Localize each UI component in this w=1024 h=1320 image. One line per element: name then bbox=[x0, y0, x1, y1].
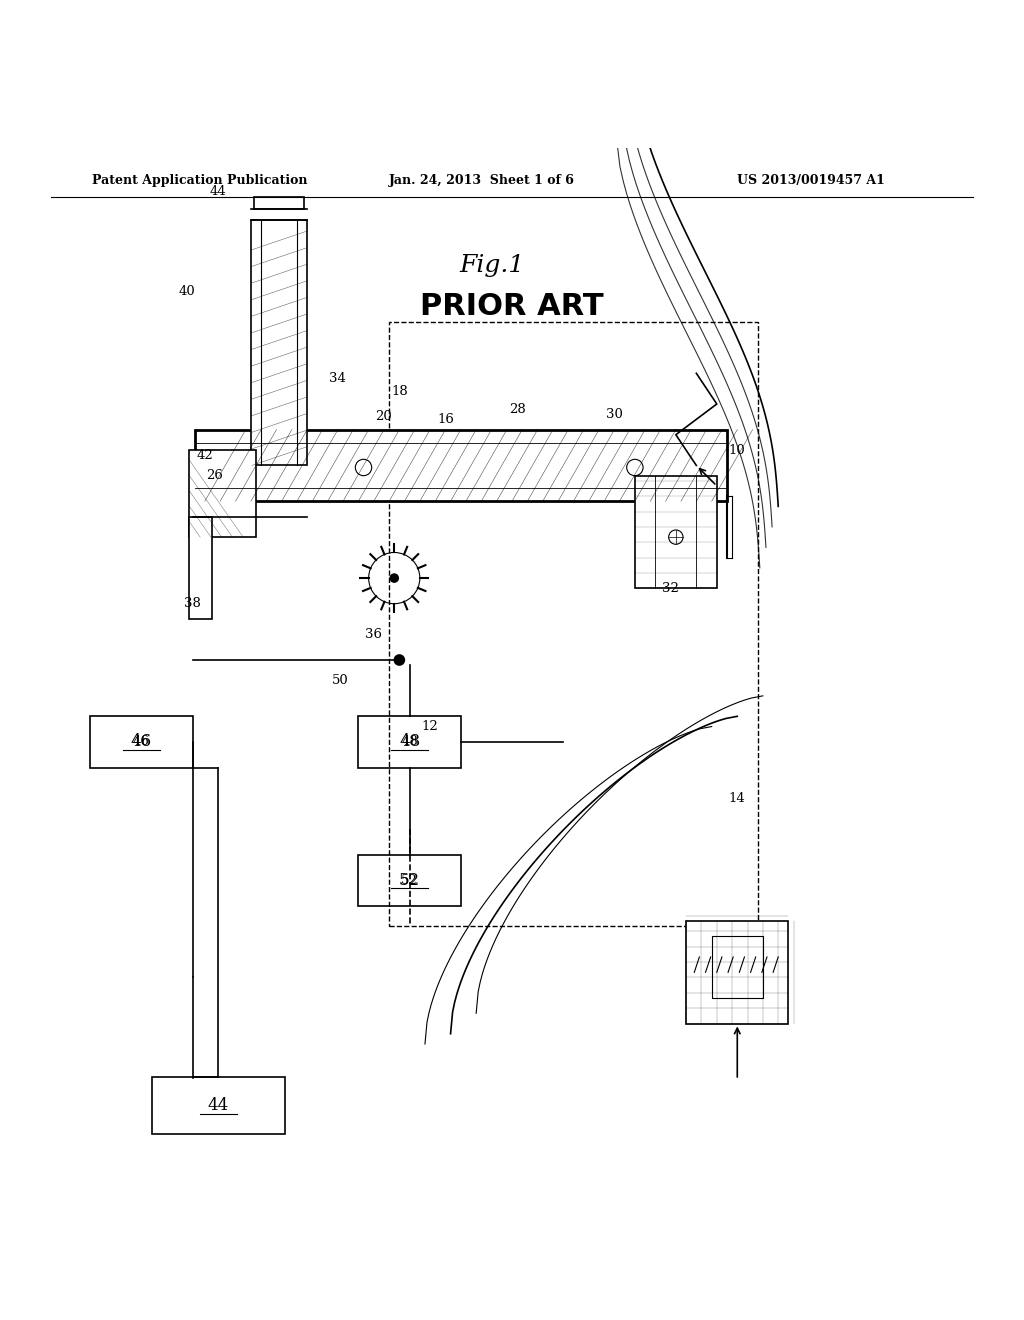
Text: 36: 36 bbox=[366, 628, 382, 642]
Text: 42: 42 bbox=[197, 449, 213, 462]
Circle shape bbox=[394, 655, 404, 665]
Bar bbox=[635, 475, 717, 589]
Text: Fig.1: Fig.1 bbox=[459, 255, 524, 277]
Text: 14: 14 bbox=[729, 792, 745, 805]
Bar bbox=[251, 219, 307, 466]
Text: 20: 20 bbox=[376, 409, 392, 422]
Bar bbox=[358, 717, 461, 767]
Text: Patent Application Publication: Patent Application Publication bbox=[92, 174, 307, 187]
Text: 46: 46 bbox=[131, 734, 152, 750]
Bar bbox=[254, 197, 304, 210]
Bar bbox=[152, 1077, 285, 1134]
Bar bbox=[195, 429, 727, 502]
Text: 34: 34 bbox=[330, 372, 346, 385]
Bar bbox=[712, 936, 763, 998]
Text: 44: 44 bbox=[210, 185, 226, 198]
Text: 50: 50 bbox=[332, 675, 348, 686]
Text: 52: 52 bbox=[401, 874, 418, 887]
Text: 52: 52 bbox=[399, 871, 420, 888]
Text: 48: 48 bbox=[399, 734, 420, 750]
Text: 48: 48 bbox=[401, 735, 418, 748]
Text: 40: 40 bbox=[179, 285, 196, 298]
Bar bbox=[389, 322, 758, 927]
Text: 28: 28 bbox=[509, 403, 525, 416]
Bar bbox=[686, 921, 788, 1023]
Text: 30: 30 bbox=[606, 408, 623, 421]
Text: 44: 44 bbox=[208, 1097, 228, 1114]
Text: US 2013/0019457 A1: US 2013/0019457 A1 bbox=[737, 174, 885, 187]
Text: 32: 32 bbox=[663, 582, 679, 595]
Bar bbox=[358, 854, 461, 906]
Text: 46: 46 bbox=[133, 735, 150, 748]
Bar bbox=[90, 717, 193, 767]
Text: 16: 16 bbox=[437, 413, 454, 426]
Bar bbox=[189, 516, 212, 619]
Text: 38: 38 bbox=[184, 597, 201, 610]
Text: 26: 26 bbox=[207, 469, 223, 482]
Text: 12: 12 bbox=[422, 721, 438, 733]
Text: Jan. 24, 2013  Sheet 1 of 6: Jan. 24, 2013 Sheet 1 of 6 bbox=[389, 174, 575, 187]
Text: 10: 10 bbox=[729, 444, 745, 457]
Bar bbox=[189, 450, 256, 537]
Text: PRIOR ART: PRIOR ART bbox=[420, 292, 604, 321]
Circle shape bbox=[390, 574, 398, 582]
Text: 18: 18 bbox=[391, 385, 408, 399]
